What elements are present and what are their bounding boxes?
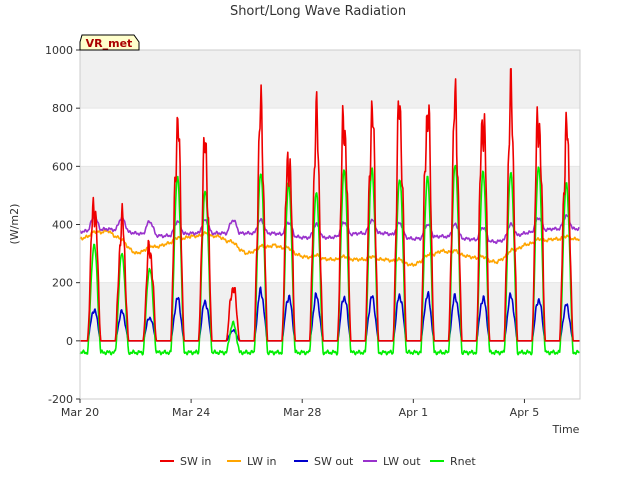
series-line-sw-in xyxy=(79,68,580,342)
y-tick-label: 1000 xyxy=(45,44,73,57)
y-tick-label: 400 xyxy=(52,219,73,232)
x-axis-label: Time xyxy=(552,423,580,436)
legend-item-sw-out: SW out xyxy=(294,455,354,468)
series-layer xyxy=(79,68,581,356)
x-tick-label: Mar 20 xyxy=(61,406,99,419)
legend-item-rnet: Rnet xyxy=(430,455,476,468)
grid-band xyxy=(80,50,580,109)
legend-label: LW in xyxy=(247,455,277,468)
site-badge: VR_met xyxy=(79,34,140,51)
legend-label: SW in xyxy=(180,455,211,468)
series-line-rnet xyxy=(79,164,581,356)
legend-label: SW out xyxy=(314,455,354,468)
y-axis-label: (W/m2) xyxy=(8,204,21,245)
legend-item-sw-in: SW in xyxy=(160,455,211,468)
legend-label: Rnet xyxy=(450,455,476,468)
site-badge-label: VR_met xyxy=(86,37,133,50)
y-tick-label: 800 xyxy=(52,102,73,115)
legend: SW in LW in SW out LW out Rnet xyxy=(160,455,476,468)
y-tick-label: 200 xyxy=(52,277,73,290)
y-tick-label: 0 xyxy=(66,335,73,348)
series-line-lw-in xyxy=(79,228,581,267)
y-tick-label: -200 xyxy=(48,393,73,406)
x-tick-label: Mar 24 xyxy=(172,406,210,419)
legend-label: LW out xyxy=(383,455,421,468)
x-tick-label: Apr 5 xyxy=(510,406,540,419)
x-tick-label: Apr 1 xyxy=(399,406,429,419)
grid-band xyxy=(80,282,580,341)
x-tick-label: Mar 28 xyxy=(283,406,321,419)
y-tick-label: 600 xyxy=(52,160,73,173)
series-line-lw-out xyxy=(79,214,580,245)
grid-band xyxy=(80,166,580,225)
legend-item-lw-in: LW in xyxy=(227,455,277,468)
legend-item-lw-out: LW out xyxy=(363,455,421,468)
axes: -200 0 200 400 600 800 1000 Mar 20 Mar 24 Mar 28 A… xyxy=(45,44,581,419)
chart-title: Short/Long Wave Radiation xyxy=(230,4,406,19)
